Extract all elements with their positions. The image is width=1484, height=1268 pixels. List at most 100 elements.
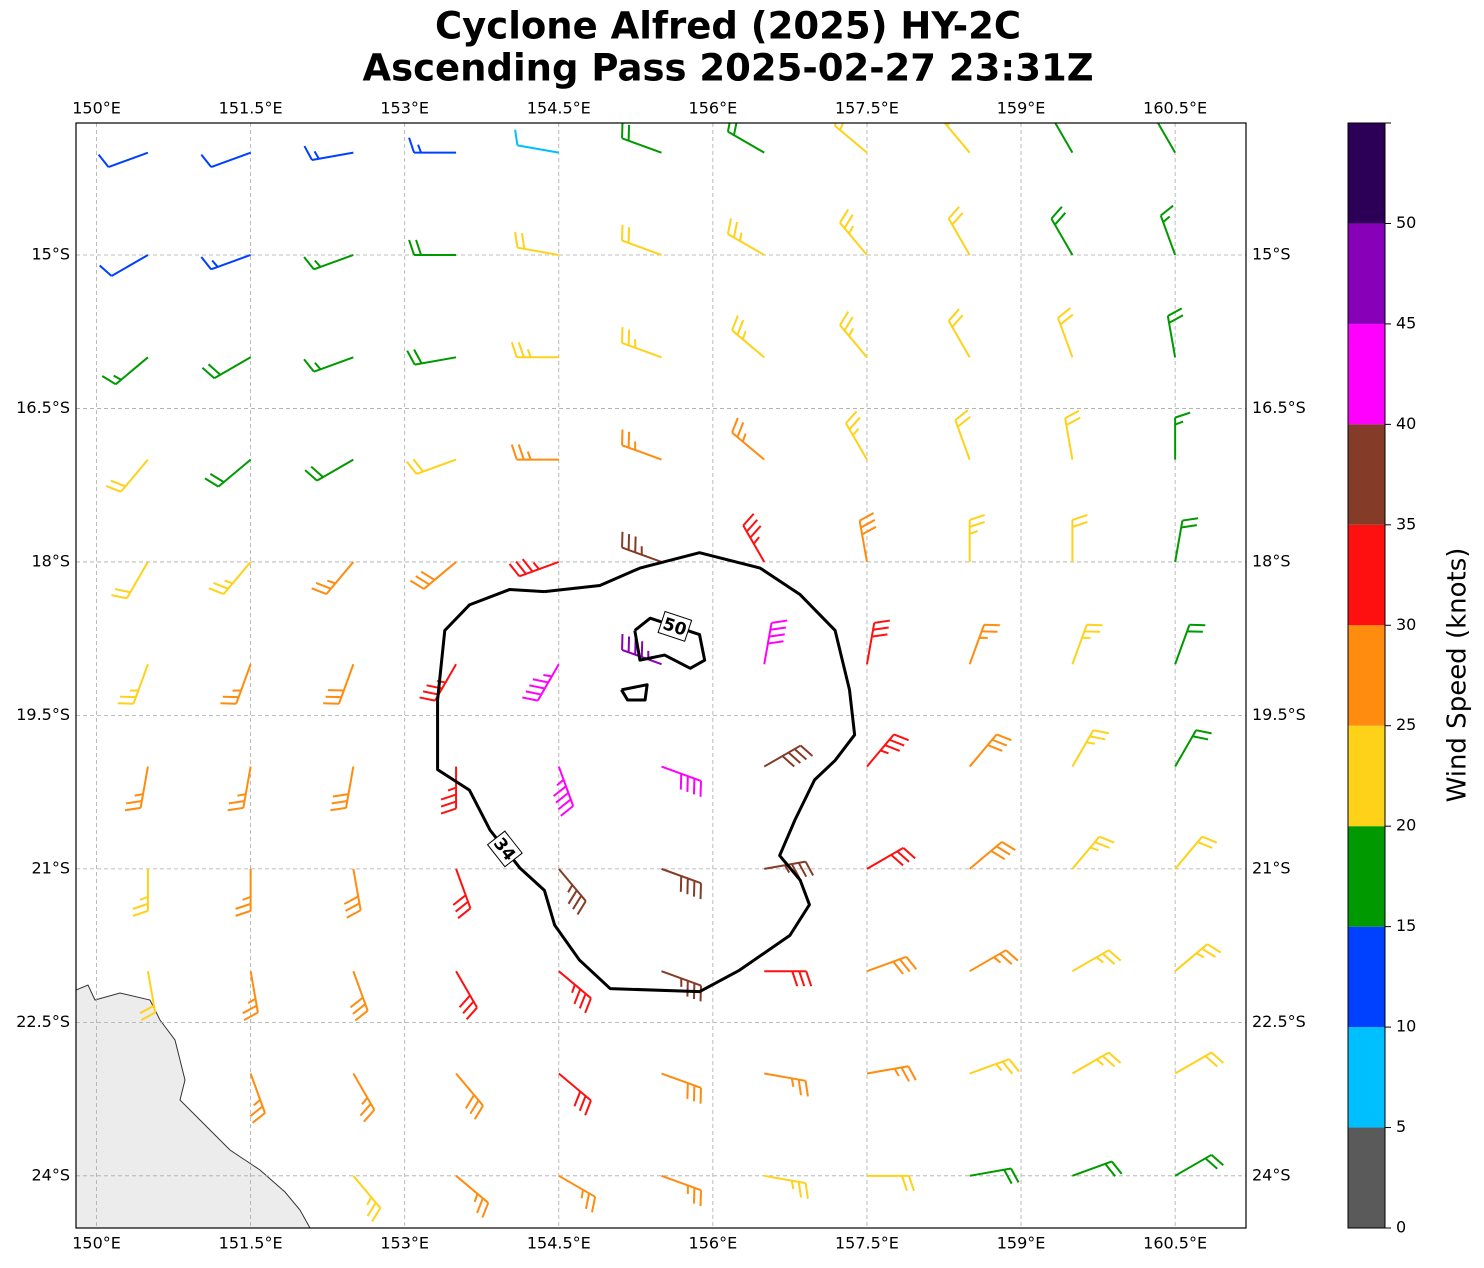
x-tick-label: 160.5°E [1143,99,1207,118]
barb-feather [316,583,331,589]
barb-feather [788,753,800,763]
wind-barb [943,107,970,153]
barb-feather [463,1002,473,1014]
wind-barb [118,664,148,703]
wind-barb [236,869,251,916]
barb-half-feather [582,1190,583,1198]
barb-feather [1109,950,1121,960]
barb-feather [792,971,797,986]
wind-barb [867,1176,914,1191]
wind-barb [662,767,701,797]
barb-feather [1202,837,1217,843]
x-tick-label: 160.5°E [1143,1234,1207,1253]
barb-half-feather [849,226,853,233]
barb-half-feather [895,1069,899,1076]
barb-half-feather [534,563,540,569]
barb-feather [1004,1170,1012,1184]
barb-feather [353,1004,365,1014]
wind-barb [201,153,250,167]
barb-feather [243,1006,257,1014]
barb-half-feather [1175,422,1183,425]
barb-feather [782,756,794,766]
barb-feather [1205,1158,1217,1168]
barb-feather [210,474,223,482]
wind-barb [867,848,915,869]
barb-feather [460,995,470,1007]
barb-feather [747,520,757,532]
barb-feather [475,1106,483,1119]
barb-shaft [1051,116,1072,152]
barb-half-feather [970,531,978,534]
colorbar-segment [1348,123,1385,223]
colorbar-tick-label: 15 [1396,916,1416,935]
y-tick-label: 15°S [1252,244,1291,263]
barb-feather [208,364,220,374]
barb-feather [125,808,141,810]
barb-feather [420,697,435,700]
barb-feather [1099,837,1114,843]
barb-feather [732,316,738,331]
wind-barb [344,869,360,918]
barb-feather [1060,315,1072,325]
barb-feather [441,809,456,814]
barb-feather [441,795,456,800]
barb-feather [844,317,852,330]
barb-feather [458,908,470,918]
wind-barb [764,1176,808,1199]
wind-barb [559,1176,595,1212]
barb-feather [1006,950,1018,960]
wind-barb [764,1074,808,1097]
wind-barb [1058,308,1073,357]
wind-barb [209,562,251,594]
barb-feather [519,342,524,357]
barb-feather [997,734,1012,740]
barb-feather [236,904,251,909]
barb-feather [229,801,245,803]
barb-feather [1207,944,1220,952]
wind-barb [512,342,559,357]
x-tick-label: 150°E [72,1234,121,1253]
barb-feather [364,1110,374,1122]
barb-feather [209,588,224,594]
wind-barb [1175,1155,1223,1176]
wind-barb [840,312,867,358]
barb-feather [947,112,955,125]
wind-barb [351,971,368,1020]
contour-label-group: 34 [488,831,523,867]
barb-feather [236,911,251,916]
wind-barb [662,971,701,1001]
wind-barb [955,410,970,459]
wind-barb [764,862,813,878]
barb-feather [201,155,211,167]
colorbar-tick-label: 25 [1396,715,1416,734]
barb-feather [201,257,211,269]
wind-barb [867,621,890,665]
barb-half-feather [568,885,572,892]
wind-barb [353,1176,380,1222]
barb-feather [862,527,876,535]
barb-feather [522,697,537,700]
wind-barb [970,950,1018,971]
barb-feather [586,1193,589,1208]
barb-feather [519,445,524,460]
barb-feather [580,994,586,1009]
barb-feather [202,368,214,378]
wind-barb [1072,730,1108,766]
wind-barb [559,1074,591,1116]
barb-feather [1169,315,1183,323]
barb-feather [304,359,314,371]
colorbar-tick-label: 5 [1396,1117,1406,1136]
barb-half-feather [543,675,551,676]
barb-feather [332,801,348,803]
barb-feather [344,896,358,904]
barb-feather [409,138,414,153]
barb-feather [482,1203,488,1218]
barb-feather [769,634,785,636]
wind-barb [1065,411,1080,460]
barb-feather [585,1101,591,1116]
barb-feather [407,351,415,365]
y-tick-label: 24°S [1252,1165,1291,1184]
wind-barb [764,621,787,665]
barb-feather [952,213,962,225]
wind-barb [622,532,661,562]
